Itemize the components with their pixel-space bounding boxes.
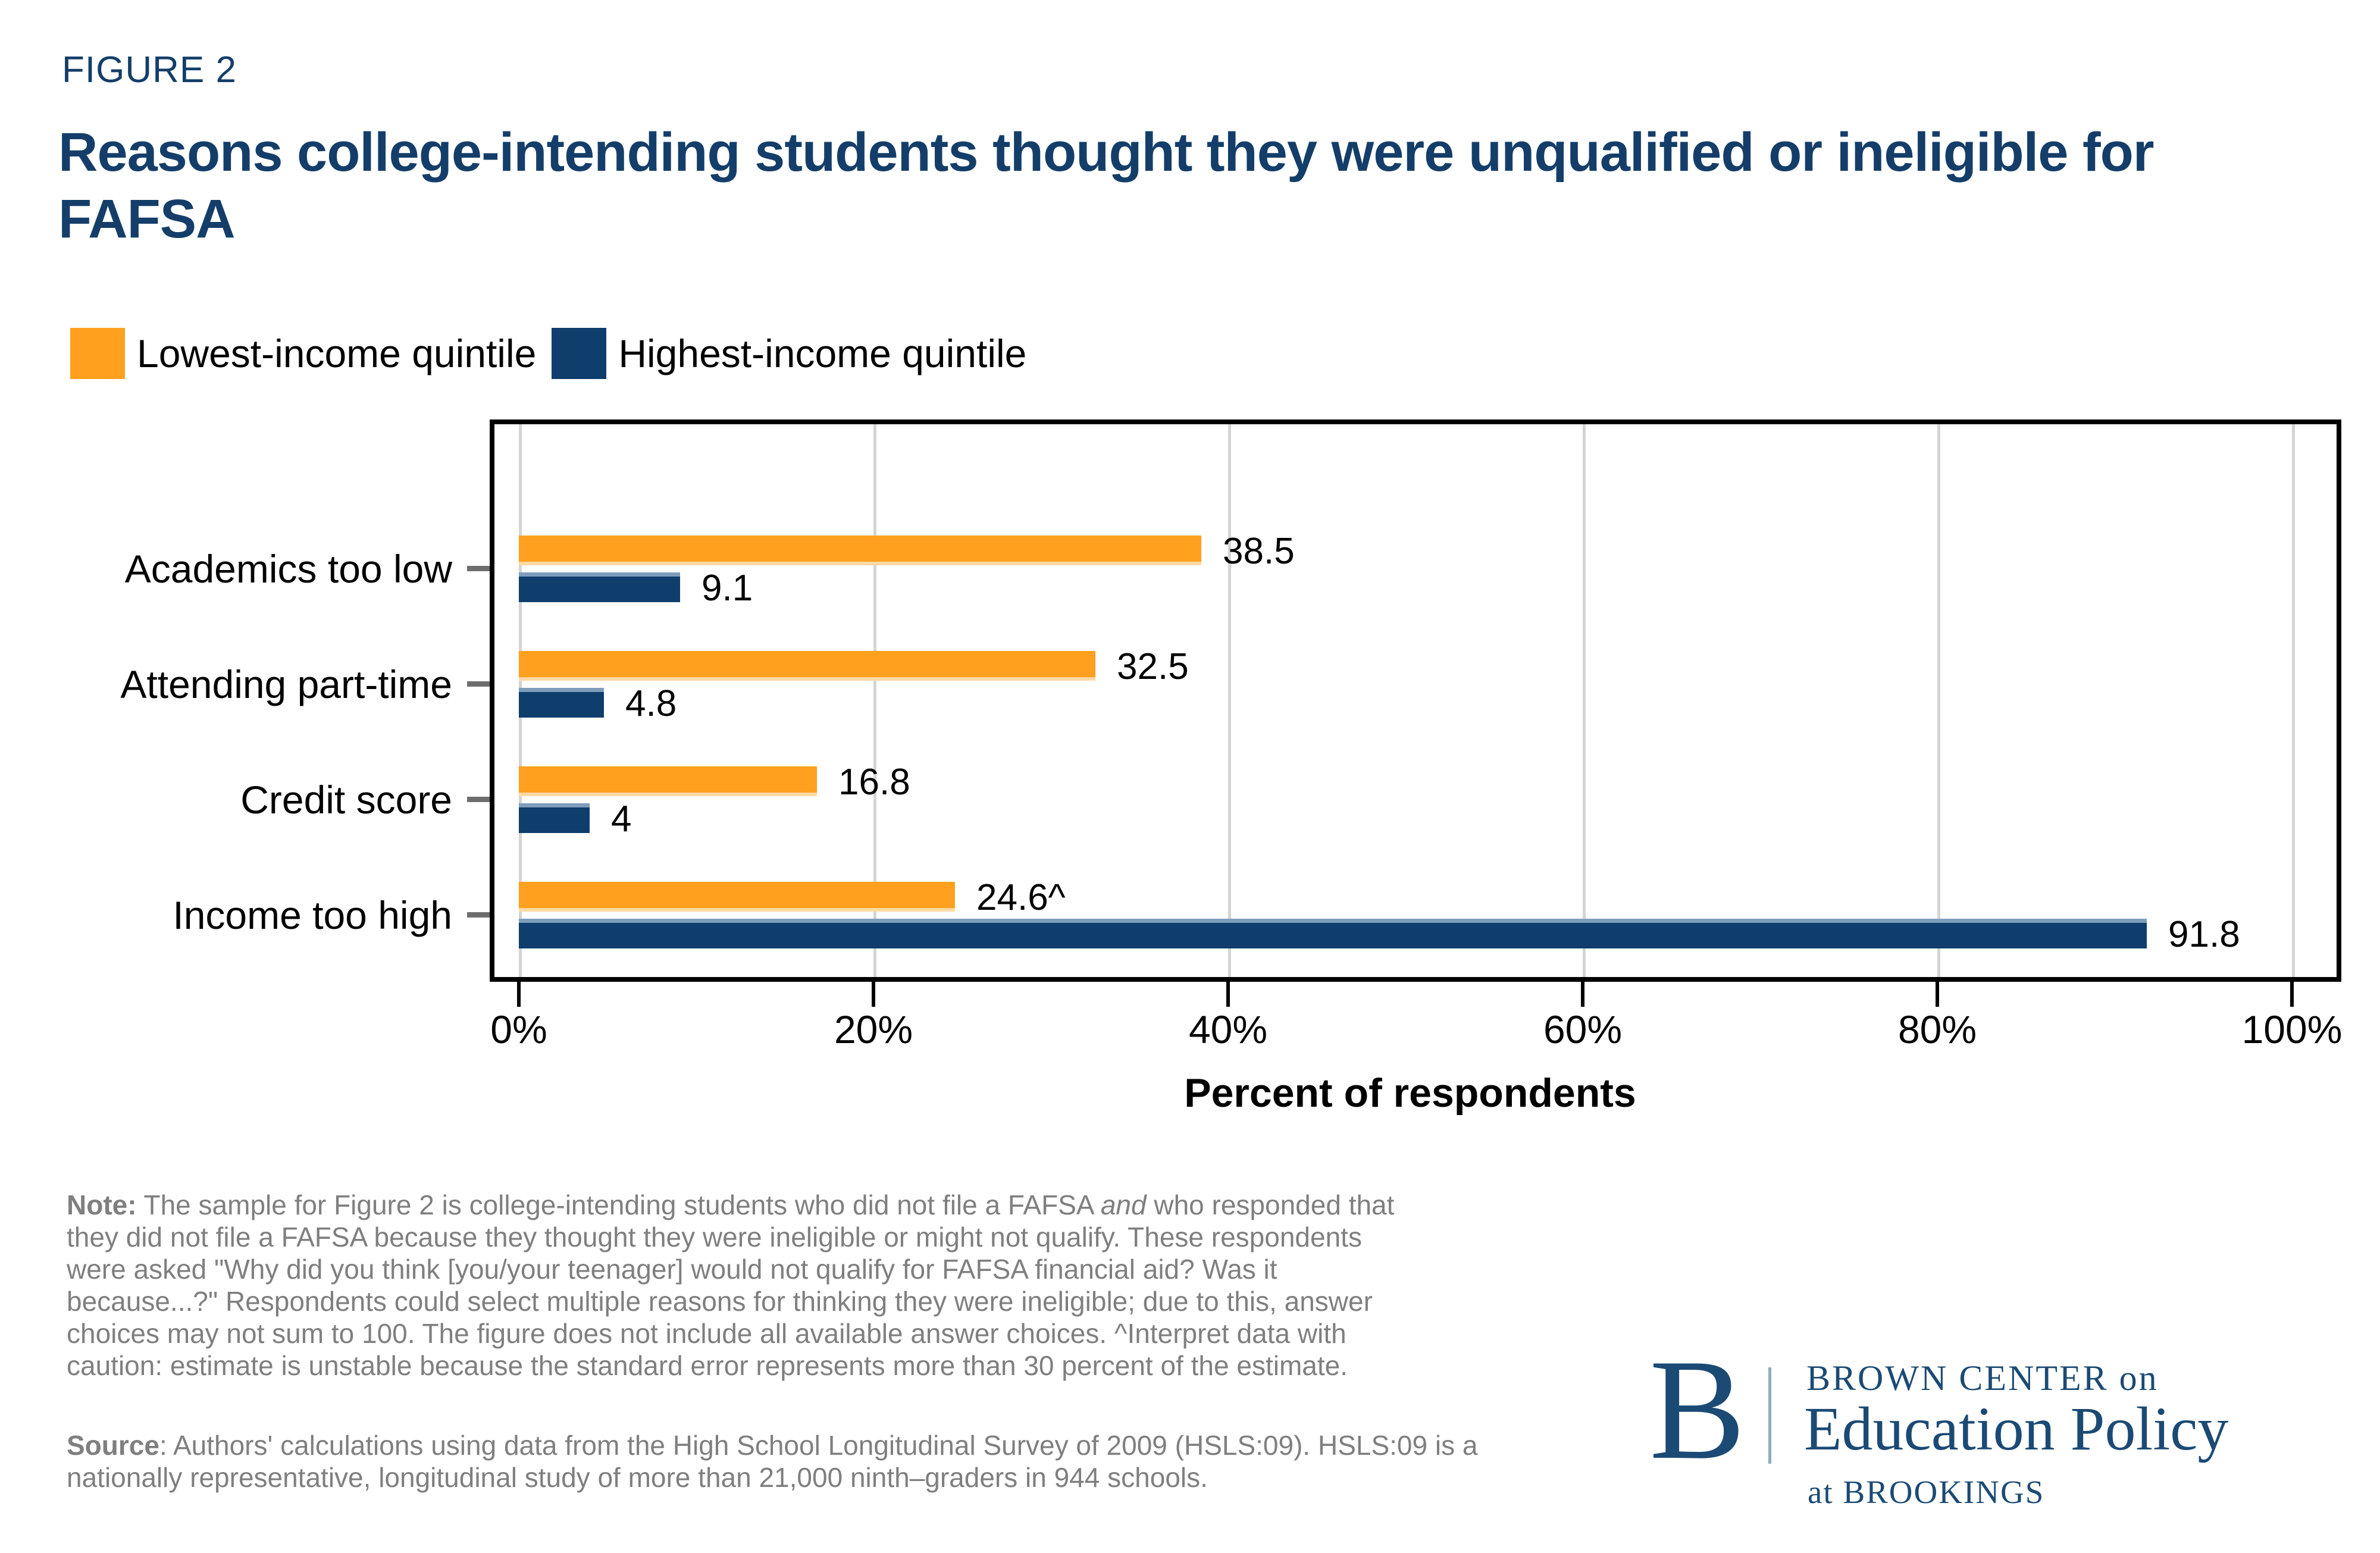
- bar: [519, 882, 955, 912]
- note-text: Note: The sample for Figure 2 is college…: [67, 1189, 1395, 1381]
- bar: [519, 572, 680, 602]
- bar-value-label: 91.8: [2168, 914, 2240, 955]
- category-label: Academics too low: [124, 547, 452, 591]
- gridline: [1583, 424, 1586, 977]
- bar: [519, 766, 817, 796]
- category-label: Attending part-time: [120, 662, 452, 706]
- category-tick-mark: [467, 912, 490, 918]
- logo-brown-center: BROWN CENTER on: [1806, 1358, 2159, 1398]
- figure-title: Reasons college-intending students thoug…: [58, 122, 2154, 249]
- x-axis-title: Percent of respondents: [1184, 1070, 1636, 1116]
- x-axis-tick-label: 80%: [1897, 1007, 1977, 1051]
- logo-education-policy: Education Policy: [1804, 1395, 2229, 1463]
- x-axis-tick-label: 40%: [1188, 1007, 1268, 1051]
- legend-item: Lowest-income quintile: [70, 328, 536, 379]
- logo-at-brookings: at BROOKINGS: [1808, 1474, 2045, 1510]
- legend-swatch-orange: [70, 328, 125, 379]
- gridline: [873, 424, 876, 977]
- x-axis-tick: [872, 982, 875, 1007]
- x-axis-tick: [2290, 982, 2294, 1007]
- gridline: [2292, 424, 2295, 977]
- bar: [519, 803, 590, 833]
- bar-value-label: 38.5: [1223, 531, 1295, 572]
- brookings-logo: B BROWN CENTER on Education Policy at BR…: [1630, 1327, 2374, 1529]
- bar-value-label: 9.1: [702, 568, 753, 609]
- bar: [519, 536, 1201, 565]
- legend: Lowest-income quintile Highest-income qu…: [70, 328, 1026, 379]
- x-axis-tick-label: 20%: [834, 1007, 913, 1051]
- legend-label: Lowest-income quintile: [137, 331, 537, 375]
- figure-label: FIGURE 2: [62, 49, 237, 90]
- bar: [519, 651, 1095, 681]
- bar-value-label: 32.5: [1117, 646, 1189, 687]
- bar-value-label: 24.6^: [976, 877, 1066, 918]
- logo-divider: [1768, 1367, 1771, 1464]
- category-tick-mark: [467, 681, 490, 687]
- bar-value-label: 4: [611, 799, 632, 840]
- category-label: Credit score: [240, 778, 452, 822]
- category-tick-mark: [467, 566, 490, 571]
- gridline: [1937, 424, 1940, 977]
- bar: [519, 688, 604, 718]
- x-axis-tick-label: 60%: [1543, 1007, 1623, 1051]
- legend-label: Highest-income quintile: [618, 331, 1027, 375]
- x-axis-tick: [1936, 982, 1939, 1007]
- x-axis-tick: [517, 982, 521, 1007]
- bar-value-label: 16.8: [838, 762, 910, 803]
- category-tick-mark: [467, 797, 490, 802]
- legend-swatch-navy: [552, 328, 607, 379]
- source-text: Source: Authors' calculations using data…: [67, 1430, 1478, 1493]
- x-axis-tick: [1581, 982, 1584, 1007]
- legend-item: Highest-income quintile: [552, 328, 1026, 379]
- x-axis-tick-label: 0%: [490, 1007, 547, 1051]
- bar-value-label: 4.8: [625, 683, 677, 724]
- category-label: Income too high: [173, 893, 452, 937]
- logo-monogram: B: [1649, 1330, 1746, 1489]
- x-axis-tick: [1226, 982, 1230, 1007]
- gridline: [1228, 424, 1231, 977]
- bar: [519, 919, 2147, 948]
- x-axis-tick-label: 100%: [2241, 1007, 2343, 1051]
